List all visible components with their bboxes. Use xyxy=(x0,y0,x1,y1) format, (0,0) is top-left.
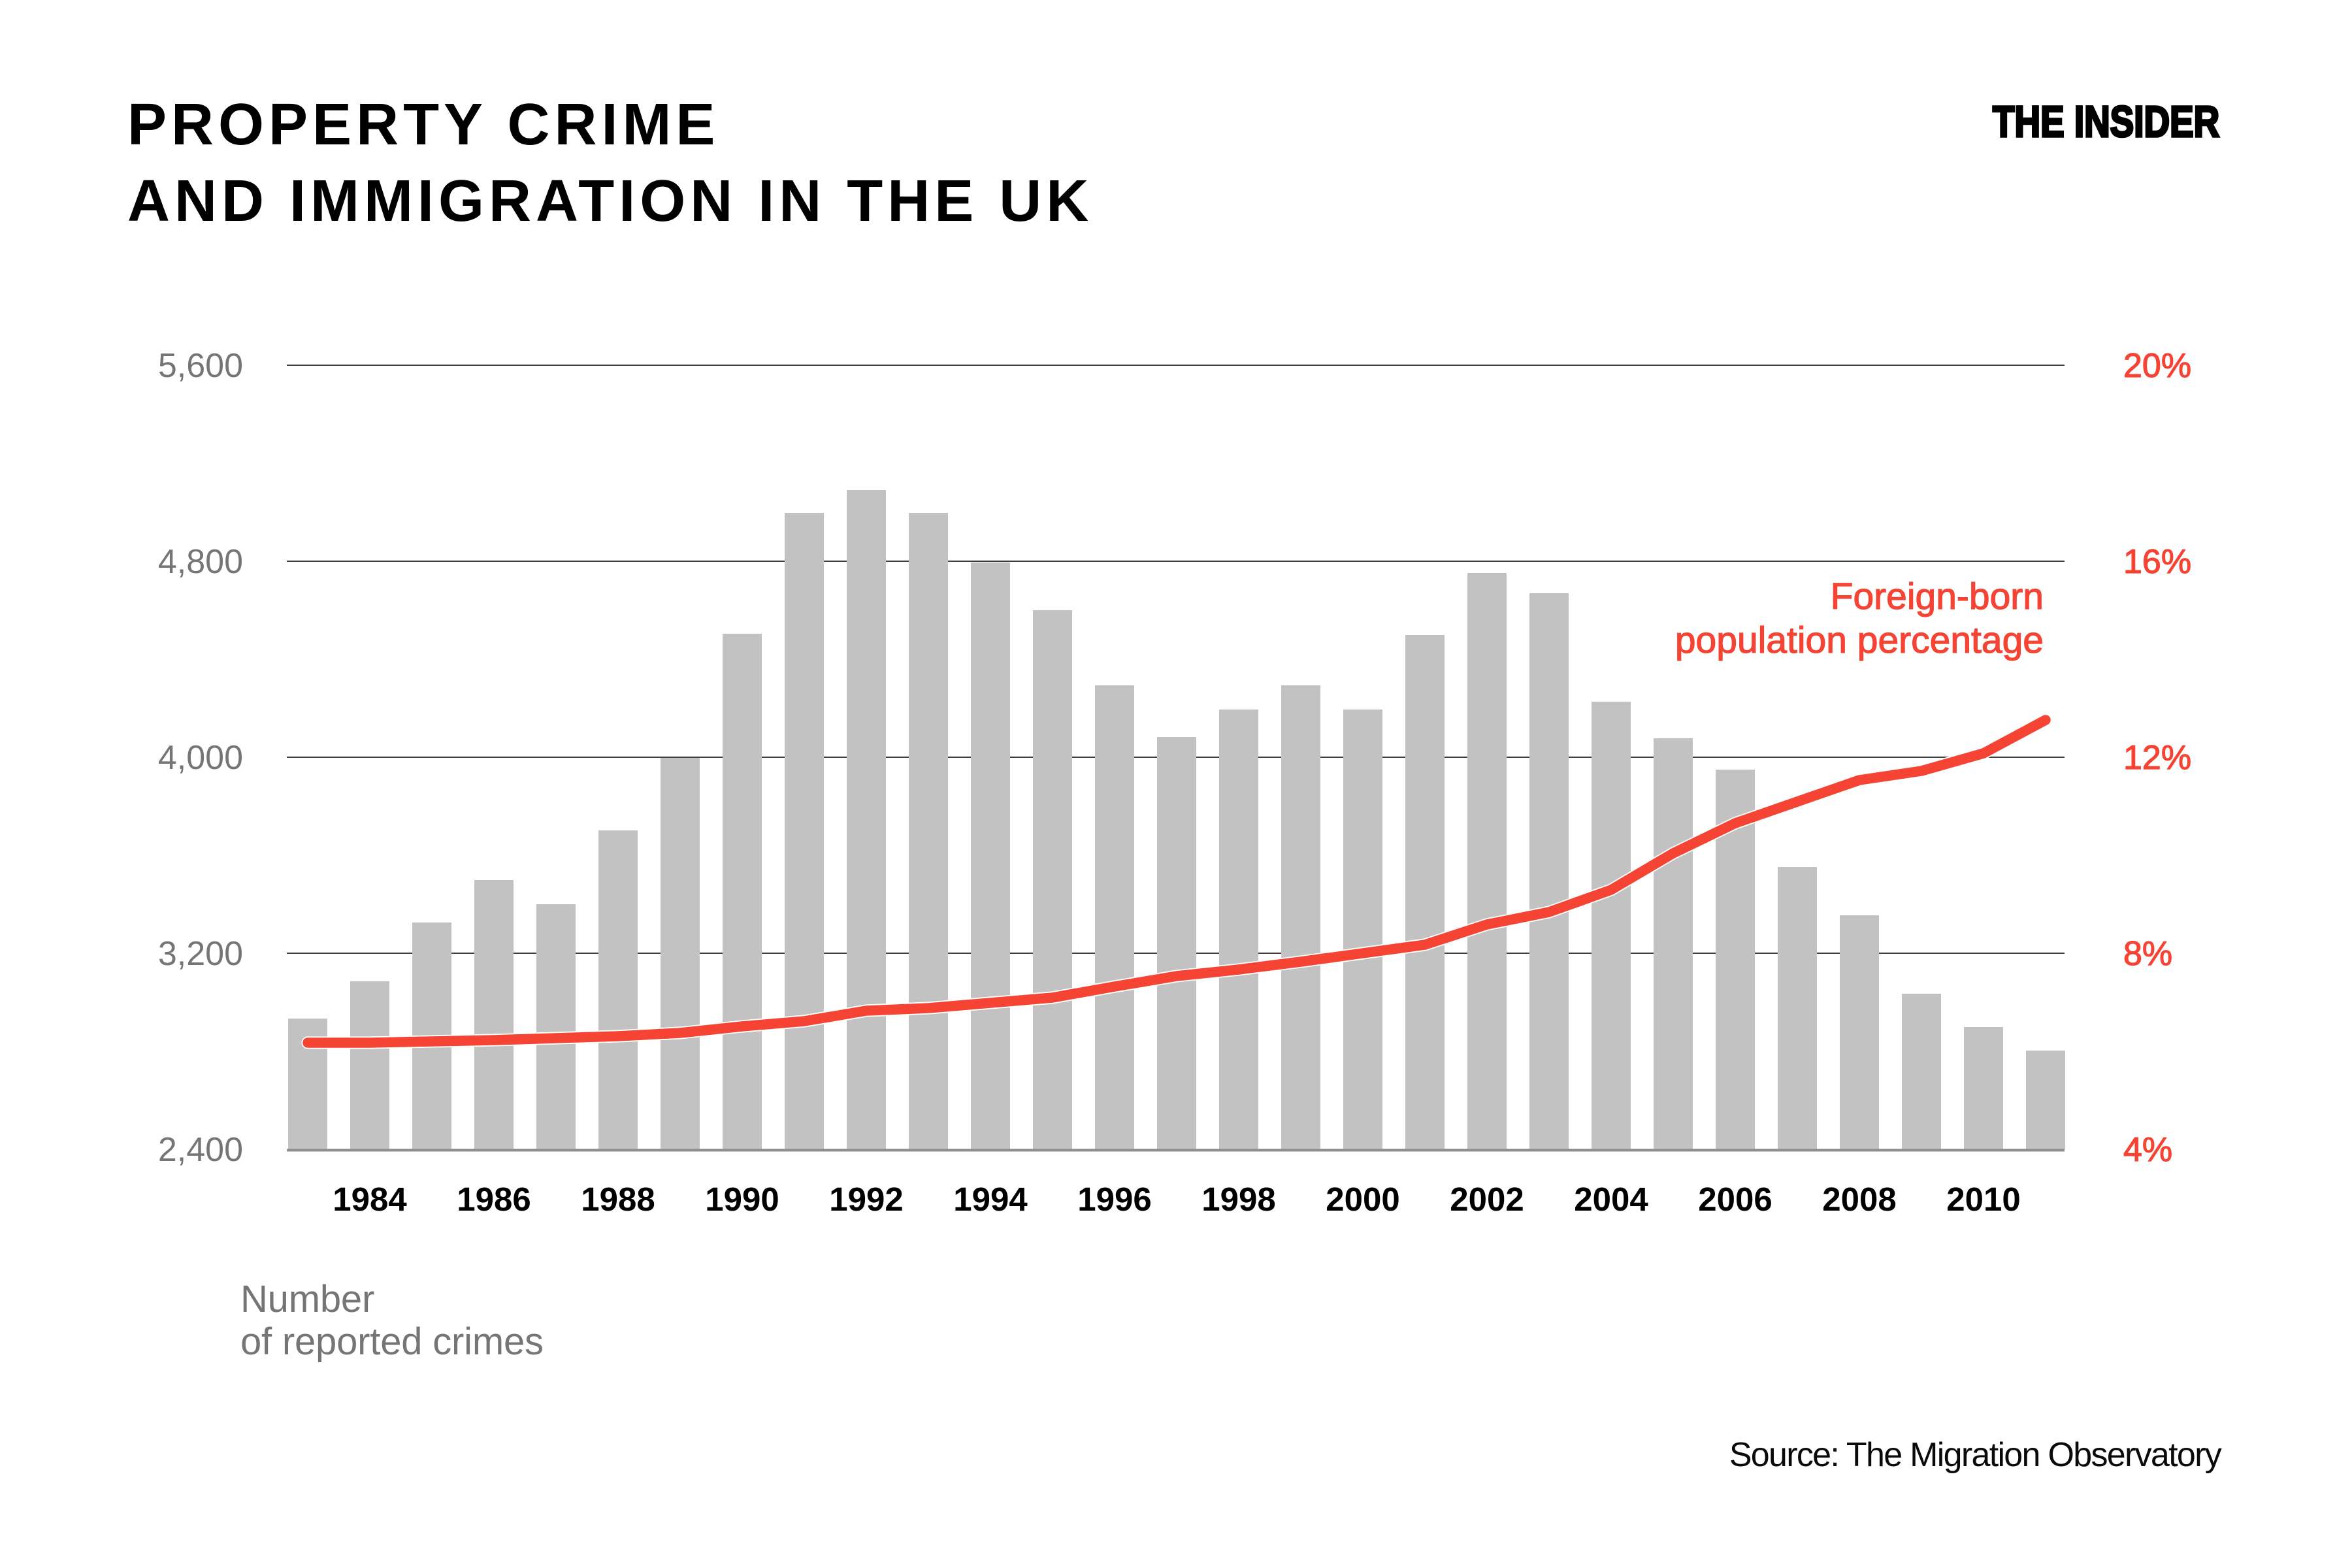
svg-text:1992: 1992 xyxy=(829,1181,903,1218)
svg-text:population percentage: population percentage xyxy=(1675,619,2044,661)
svg-text:1990: 1990 xyxy=(705,1181,779,1218)
svg-text:AND IMMIGRATION IN THE UK: AND IMMIGRATION IN THE UK xyxy=(127,169,1093,234)
svg-text:Source: The Migration Observat: Source: The Migration Observatory xyxy=(1729,1436,2222,1474)
svg-text:Foreign-born: Foreign-born xyxy=(1831,576,2044,617)
svg-text:2000: 2000 xyxy=(1326,1181,1399,1218)
svg-text:2,400: 2,400 xyxy=(158,1131,243,1169)
svg-text:1986: 1986 xyxy=(457,1181,531,1218)
svg-text:4,000: 4,000 xyxy=(158,739,243,777)
svg-text:1996: 1996 xyxy=(1077,1181,1151,1218)
svg-text:3,200: 3,200 xyxy=(158,935,243,973)
svg-text:20%: 20% xyxy=(2123,347,2191,385)
svg-text:2002: 2002 xyxy=(1450,1181,1524,1218)
svg-text:2006: 2006 xyxy=(1698,1181,1772,1218)
svg-text:1994: 1994 xyxy=(953,1181,1028,1218)
svg-text:2004: 2004 xyxy=(1574,1181,1648,1218)
svg-text:16%: 16% xyxy=(2123,543,2191,581)
svg-text:THE INSIDER: THE INSIDER xyxy=(1993,97,2219,146)
svg-text:4%: 4% xyxy=(2123,1131,2172,1169)
svg-text:12%: 12% xyxy=(2123,739,2191,777)
svg-text:5,600: 5,600 xyxy=(158,347,243,385)
svg-text:1998: 1998 xyxy=(1201,1181,1275,1218)
svg-text:Number: Number xyxy=(240,1278,374,1320)
svg-text:1988: 1988 xyxy=(581,1181,655,1218)
svg-text:4,800: 4,800 xyxy=(158,543,243,581)
svg-text:8%: 8% xyxy=(2123,935,2172,973)
svg-text:of reported crimes: of reported crimes xyxy=(240,1320,544,1363)
svg-text:2010: 2010 xyxy=(1946,1181,2020,1218)
svg-text:PROPERTY CRIME: PROPERTY CRIME xyxy=(127,92,719,157)
svg-text:2008: 2008 xyxy=(1822,1181,1896,1218)
svg-text:1984: 1984 xyxy=(333,1181,407,1218)
